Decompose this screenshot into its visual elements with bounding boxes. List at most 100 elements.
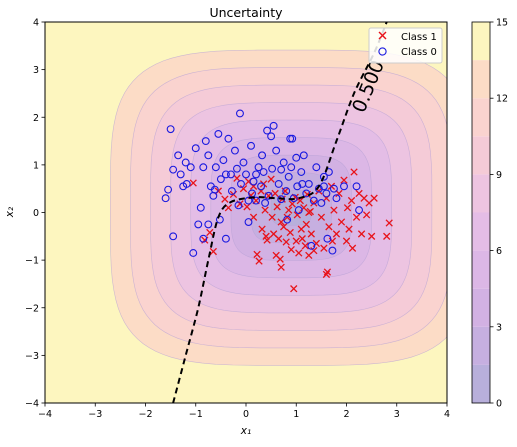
point-class-0 (254, 163, 263, 172)
point-class-0 (216, 175, 225, 184)
colorbar-band (472, 326, 490, 365)
point-class-0 (194, 220, 203, 229)
point-class-0 (299, 151, 308, 160)
y-tick-label: 0 (33, 208, 39, 219)
chart-title: Uncertainty (209, 5, 283, 20)
point-class-0 (237, 179, 245, 188)
point-class-1 (342, 237, 351, 245)
point-class-1 (296, 196, 304, 205)
point-class-0 (261, 199, 270, 207)
y-axis-ticks: −4 −3 −2 −1 0 1 2 3 4 (25, 18, 45, 410)
point-class-0 (247, 141, 255, 150)
point-class-0 (319, 182, 328, 191)
point-class-1 (337, 218, 346, 226)
point-class-0 (322, 189, 331, 198)
point-class-1 (282, 238, 290, 246)
point-class-0 (332, 194, 341, 203)
point-class-1 (277, 263, 285, 271)
y-tick-label: 3 (33, 65, 39, 76)
colorbar-tick-label: 6 (496, 246, 502, 257)
point-class-1 (255, 257, 263, 265)
point-class-0 (267, 132, 276, 141)
x-tick-label: −2 (138, 409, 152, 420)
point-class-1 (239, 185, 248, 193)
point-class-1 (275, 235, 283, 243)
point-class-0 (201, 137, 210, 146)
point-class-0 (307, 241, 316, 250)
point-class-1 (330, 206, 338, 214)
point-class-0 (329, 184, 338, 193)
point-class-0 (323, 234, 332, 243)
point-class-0 (196, 203, 205, 212)
point-class-0 (210, 185, 219, 194)
point-class-1 (262, 232, 270, 240)
point-class-1 (348, 244, 357, 252)
plot-area: 0.500 (44, 21, 448, 404)
point-class-0 (181, 158, 190, 167)
point-class-1 (253, 250, 261, 259)
point-class-0 (176, 170, 185, 179)
point-class-1 (286, 228, 294, 237)
point-class-1 (298, 235, 306, 243)
colorbar-band (472, 364, 490, 403)
point-class-0 (274, 179, 283, 188)
point-class-0 (186, 163, 195, 172)
point-class-0 (221, 170, 230, 179)
colorbar-bands (472, 22, 490, 403)
point-class-0 (211, 163, 220, 172)
point-class-0 (169, 232, 178, 241)
point-class-0 (319, 172, 328, 181)
x-tick-label: 0 (243, 409, 249, 420)
colorbar-band (472, 136, 490, 175)
point-class-0 (204, 220, 213, 229)
point-class-0 (287, 163, 296, 172)
point-class-0 (244, 218, 253, 226)
point-class-0 (355, 206, 364, 215)
colorbar-tick-label: 9 (496, 170, 502, 181)
point-class-0 (164, 185, 173, 194)
point-class-1 (293, 211, 301, 219)
point-class-1 (243, 203, 251, 211)
point-class-0 (284, 172, 293, 181)
point-class-0 (174, 151, 183, 160)
colorbar-band (472, 174, 490, 213)
point-class-0 (182, 179, 191, 188)
point-class-1 (209, 247, 217, 256)
point-class-0 (226, 170, 235, 179)
point-class-0 (169, 165, 178, 174)
x-tick-label: 4 (444, 409, 450, 420)
point-class-0 (249, 177, 258, 186)
point-class-1 (280, 223, 288, 231)
y-tick-label: 1 (33, 160, 39, 171)
point-class-1 (332, 230, 341, 238)
point-class-1 (367, 232, 376, 240)
colorbar-band (472, 288, 490, 327)
point-class-0 (227, 187, 236, 196)
point-class-0 (239, 158, 248, 167)
point-class-1 (233, 174, 241, 182)
point-class-1 (320, 244, 328, 252)
point-class-0 (293, 182, 302, 191)
x-tick-label: −1 (189, 409, 203, 420)
point-class-1 (310, 199, 318, 207)
legend-label-class-0: Class 0 (401, 47, 437, 58)
point-class-1 (287, 245, 295, 254)
point-class-0 (282, 187, 291, 196)
point-class-0 (233, 164, 241, 173)
point-class-0 (257, 182, 266, 191)
point-class-0 (166, 125, 175, 134)
colorbar-band (472, 22, 490, 61)
colorbar-band (472, 60, 490, 99)
point-class-0 (199, 234, 208, 243)
point-class-0 (189, 249, 198, 257)
point-class-0 (242, 170, 250, 179)
point-class-0 (352, 182, 361, 191)
point-class-1 (310, 246, 318, 255)
point-class-1 (273, 203, 281, 211)
x-tick-label: 3 (394, 409, 400, 420)
y-tick-label: 2 (33, 113, 39, 124)
point-class-1 (206, 228, 214, 237)
point-class-0 (236, 109, 244, 118)
